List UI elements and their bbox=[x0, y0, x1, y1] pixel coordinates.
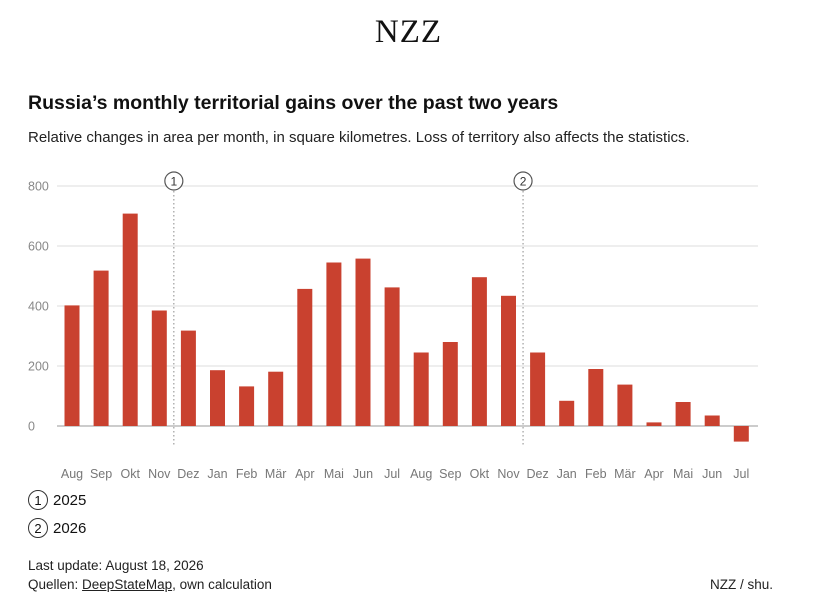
legend-item-1: 1 2025 bbox=[28, 490, 86, 510]
bar-okt-2 bbox=[122, 213, 138, 426]
x-tick-label: Sep bbox=[90, 467, 112, 481]
sources: Quellen: DeepStateMap, own calculation bbox=[28, 577, 272, 592]
bar-jun-22 bbox=[704, 415, 720, 426]
x-tick-label: Mär bbox=[614, 467, 636, 481]
x-tick-label: Mai bbox=[673, 467, 693, 481]
bar-jul-23 bbox=[733, 426, 749, 442]
bar-nov-3 bbox=[151, 310, 167, 426]
x-tick-label: Jun bbox=[702, 467, 722, 481]
bar-aug-12 bbox=[413, 352, 429, 426]
bar-sep-13 bbox=[442, 342, 458, 426]
bar-nov-15 bbox=[501, 295, 516, 426]
credit: NZZ / shu. bbox=[709, 577, 773, 592]
bar-chart: 0 200 400 600 800 1 2 Aug Sep Okt Nov Dez Jan Feb Mär A… bbox=[28, 171, 758, 481]
sources-prefix: Quellen: bbox=[28, 577, 83, 592]
marker-circle-2 bbox=[513, 171, 533, 191]
bar-mär-7 bbox=[268, 371, 284, 426]
x-tick-label: Apr bbox=[295, 467, 314, 481]
bar-jun-10 bbox=[355, 258, 371, 426]
y-tick-label: 200 bbox=[28, 360, 49, 374]
x-tick-label: Jul bbox=[384, 467, 400, 481]
deepstatemap-link[interactable]: DeepStateMap bbox=[82, 577, 173, 592]
x-tick-label: Jun bbox=[353, 467, 373, 481]
bar-jan-5 bbox=[210, 370, 225, 426]
bar-okt-14 bbox=[471, 277, 487, 426]
legend-item-2: 2 2026 bbox=[28, 518, 86, 538]
x-tick-label: Dez bbox=[177, 467, 199, 481]
bar-mai-21 bbox=[675, 402, 691, 426]
bar-apr-20 bbox=[646, 422, 662, 426]
x-tick-label: Feb bbox=[585, 467, 607, 481]
chart-subtitle: Relative changes in area per month, in s… bbox=[28, 129, 690, 146]
x-tick-label: Okt bbox=[120, 467, 140, 481]
marker-number-1: 1 bbox=[171, 175, 178, 189]
x-tick-label: Okt bbox=[470, 467, 490, 481]
x-tick-label: Aug bbox=[410, 467, 432, 481]
marker-circle-1 bbox=[164, 171, 184, 191]
x-tick-label: Dez bbox=[526, 467, 548, 481]
bar-jan-17 bbox=[559, 400, 575, 426]
y-tick-label: 600 bbox=[28, 240, 49, 254]
bar-jul-11 bbox=[384, 287, 400, 426]
bar-dez-4 bbox=[180, 330, 196, 426]
sources-suffix: , own calculation bbox=[172, 577, 272, 592]
x-tick-label: Feb bbox=[236, 467, 258, 481]
bar-mär-19 bbox=[617, 384, 633, 426]
x-tick-label: Aug bbox=[61, 467, 83, 481]
bar-dez-16 bbox=[530, 352, 546, 426]
nzz-logo: NZZ bbox=[374, 14, 443, 50]
x-tick-label: Mär bbox=[265, 467, 287, 481]
legend-label-1: 2025 bbox=[53, 491, 87, 509]
x-tick-label: Nov bbox=[497, 467, 520, 481]
x-tick-label: Sep bbox=[439, 467, 461, 481]
x-tick-label: Jul bbox=[733, 467, 749, 481]
bar-feb-6 bbox=[239, 386, 255, 426]
legend-marker-1: 1 bbox=[28, 490, 48, 510]
bar-aug-0 bbox=[64, 305, 80, 426]
x-tick-label: Nov bbox=[148, 467, 171, 481]
bar-sep-1 bbox=[93, 270, 109, 426]
marker-number-2: 2 bbox=[520, 175, 527, 189]
x-tick-label: Jan bbox=[207, 467, 227, 481]
x-tick-label: Mai bbox=[324, 467, 344, 481]
y-tick-label: 800 bbox=[28, 180, 49, 194]
x-tick-label: Jan bbox=[557, 467, 577, 481]
bar-mai-9 bbox=[326, 262, 342, 426]
last-update: Last update: August 18, 2026 bbox=[28, 558, 204, 573]
y-tick-label: 0 bbox=[28, 420, 35, 434]
y-tick-label: 400 bbox=[28, 300, 49, 314]
legend-label-2: 2026 bbox=[53, 519, 87, 537]
chart-title: Russia’s monthly territorial gains over … bbox=[28, 92, 559, 114]
x-tick-label: Apr bbox=[644, 467, 663, 481]
legend-marker-2: 2 bbox=[28, 518, 48, 538]
bar-feb-18 bbox=[588, 369, 604, 426]
bar-apr-8 bbox=[297, 288, 313, 426]
